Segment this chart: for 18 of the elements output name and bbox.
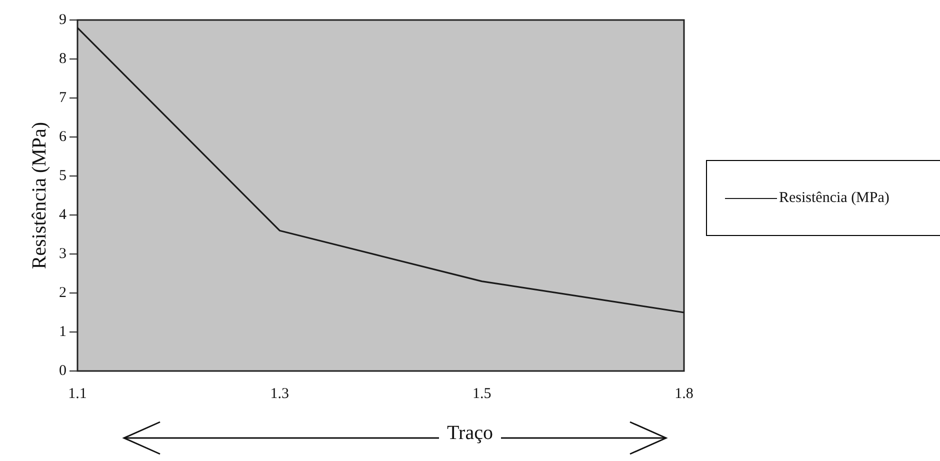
y-tick-label: 2 [59, 284, 66, 301]
legend-label: Resistência (MPa) [779, 190, 890, 206]
y-tick-label: 8 [59, 50, 66, 67]
x-axis-title: Traço [439, 422, 501, 444]
x-tick-label: 1.1 [68, 386, 87, 402]
x-tick-label: 1.3 [270, 386, 290, 402]
y-tick-label: 0 [59, 362, 66, 379]
y-tick-label: 3 [59, 246, 66, 262]
y-axis-title: Resistência (MPa) [28, 122, 50, 270]
y-tick-label: 7 [59, 90, 67, 106]
legend-box: Resistência (MPa) [706, 160, 940, 236]
x-tick-label: 1.5 [472, 386, 492, 402]
y-tick-label: 9 [59, 12, 66, 28]
y-tick-label: 1 [59, 324, 66, 340]
x-tick-label: 1.8 [674, 386, 694, 402]
y-tick-label: 6 [59, 128, 67, 145]
y-tick-label: 4 [59, 206, 67, 223]
y-tick-label: 5 [59, 168, 66, 184]
